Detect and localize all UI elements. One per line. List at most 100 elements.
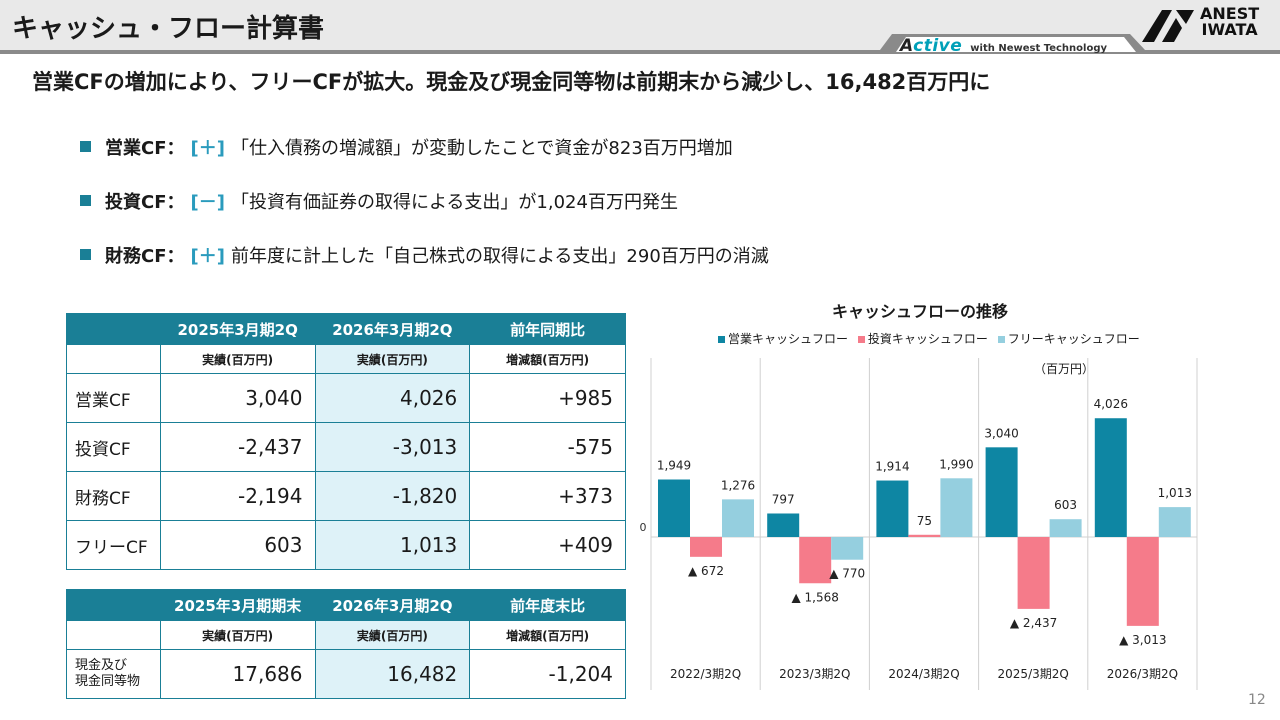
zero-tick-label: 0	[640, 521, 647, 534]
unit-cell: 実績(百万円)	[314, 620, 471, 650]
company-name: ANEST IWATA	[1200, 4, 1260, 39]
value-prev: 603	[159, 520, 316, 570]
header-bar: キャッシュ・フロー計算書	[0, 0, 1280, 50]
col-header-diff: 前年度末比	[469, 589, 626, 621]
bar-investing	[908, 534, 941, 537]
row-label: 営業CF	[66, 373, 161, 423]
data-label: ▲ 672	[688, 564, 724, 578]
bullet-financing-cf: 財務CF： [＋] 前年度に計上した「自己株式の取得による支出」290百万円の消滅	[80, 242, 769, 268]
bar-free	[722, 499, 754, 537]
bar-free	[1158, 507, 1191, 537]
data-label: ▲ 1,568	[791, 590, 838, 604]
header-accent	[0, 34, 1280, 54]
chart-unit-label: （百万円）	[1034, 362, 1095, 376]
category-label: 2024/3期2Q	[888, 667, 959, 681]
col-header-curr: 2026年3月期2Q	[314, 589, 471, 621]
data-label: 1,013	[1158, 486, 1192, 500]
cashflow-comparison-table: 2025年3月期2Q 2026年3月期2Q 前年同期比 実績(百万円) 実績(百…	[66, 313, 626, 570]
bar-operating	[658, 479, 690, 537]
unit-cell: 実績(百万円)	[159, 620, 316, 650]
bullet-square-icon	[80, 195, 91, 206]
legend-swatch-free	[997, 336, 1005, 343]
brand-tagline: Active with Newest Technology	[900, 36, 1108, 56]
unit-blank-cell	[66, 620, 161, 650]
data-label: 75	[917, 514, 932, 528]
data-label: 3,040	[984, 426, 1018, 440]
data-label: 1,276	[721, 478, 755, 492]
value-diff: +985	[469, 373, 626, 423]
category-label: 2025/3期2Q	[998, 667, 1069, 681]
value-prev: 17,686	[159, 649, 316, 699]
data-label: 1,914	[875, 460, 909, 474]
category-label: 2026/3期2Q	[1107, 667, 1178, 681]
row-label: 現金及び 現金同等物	[66, 649, 161, 699]
bar-investing	[1017, 537, 1050, 609]
page-subtitle: 営業CFの増加により、フリーCFが拡大。現金及び現金同等物は前期末から減少し、1…	[32, 70, 991, 94]
col-header-prev: 2025年3月期期末	[159, 589, 316, 621]
unit-cell: 実績(百万円)	[159, 344, 316, 374]
legend-swatch-investing	[857, 336, 865, 343]
table-row: フリーCF 603 1,013 +409	[66, 520, 626, 570]
data-label: ▲ 2,437	[1010, 616, 1057, 630]
table-row: 投資CF -2,437 -3,013 -575	[66, 422, 626, 472]
bullet-square-icon	[80, 141, 91, 152]
row-label: 財務CF	[66, 471, 161, 521]
value-diff: +373	[469, 471, 626, 521]
active-logo: Active	[900, 36, 963, 56]
bar-operating	[985, 447, 1018, 537]
unit-cell: 増減額(百万円)	[469, 344, 626, 374]
bar-operating	[1094, 418, 1127, 537]
chart-legend: 営業キャッシュフロー 投資キャッシュフロー フリーキャッシュフロー	[712, 330, 1140, 347]
header-blank-cell	[66, 313, 161, 345]
data-label: 797	[772, 492, 795, 506]
unit-cell: 増減額(百万円)	[469, 620, 626, 650]
table-row: 現金及び 現金同等物 17,686 16,482 -1,204	[66, 649, 626, 699]
bar-free	[831, 537, 864, 560]
col-header-prev: 2025年3月期2Q	[159, 313, 316, 345]
value-curr: 1,013	[314, 520, 471, 570]
value-curr: -1,820	[314, 471, 471, 521]
data-label: 4,026	[1094, 397, 1128, 411]
value-curr: 16,482	[314, 649, 471, 699]
table-row: 営業CF 3,040 4,026 +985	[66, 373, 626, 423]
bar-free	[940, 478, 973, 537]
value-diff: -1,204	[469, 649, 626, 699]
data-label: 1,949	[657, 459, 691, 473]
data-label: 1,990	[939, 457, 973, 471]
value-prev: 3,040	[159, 373, 316, 423]
bullet-operating-cf: 営業CF： [＋] 「仕入債務の増減額」が変動したことで資金が823百万円増加	[80, 134, 733, 160]
chart-title: キャッシュフローの推移	[831, 302, 1008, 321]
value-diff: -575	[469, 422, 626, 472]
legend-swatch-operating	[718, 336, 725, 343]
bar-investing	[690, 537, 722, 557]
value-prev: -2,437	[159, 422, 316, 472]
data-label: ▲ 770	[829, 567, 865, 581]
bullet-square-icon	[80, 249, 91, 260]
bar-investing	[1126, 537, 1159, 626]
col-header-diff: 前年同期比	[469, 313, 626, 345]
col-header-curr: 2026年3月期2Q	[314, 313, 471, 345]
category-label: 2022/3期2Q	[670, 667, 741, 681]
category-label: 2023/3期2Q	[779, 667, 850, 681]
bar-operating	[767, 513, 800, 537]
header-blank-cell	[66, 589, 161, 621]
bar-investing	[799, 537, 832, 584]
bar-operating	[876, 480, 909, 537]
value-prev: -2,194	[159, 471, 316, 521]
bullet-investing-cf: 投資CF： [－] 「投資有価証券の取得による支出」が1,024百万円発生	[80, 188, 678, 214]
company-logo-icon	[1142, 10, 1194, 42]
unit-blank-cell	[66, 344, 161, 374]
page-title: キャッシュ・フロー計算書	[12, 14, 325, 44]
value-curr: 4,026	[314, 373, 471, 423]
value-curr: -3,013	[314, 422, 471, 472]
page-number: 12	[1248, 692, 1266, 708]
unit-cell: 実績(百万円)	[314, 344, 471, 374]
row-label: フリーCF	[66, 520, 161, 570]
data-label: 603	[1054, 498, 1077, 512]
bar-free	[1049, 519, 1082, 537]
table-row: 財務CF -2,194 -1,820 +373	[66, 471, 626, 521]
data-label: ▲ 3,013	[1119, 633, 1166, 647]
row-label: 投資CF	[66, 422, 161, 472]
value-diff: +409	[469, 520, 626, 570]
cash-balance-table: 2025年3月期期末 2026年3月期2Q 前年度末比 実績(百万円) 実績(百…	[66, 589, 626, 699]
